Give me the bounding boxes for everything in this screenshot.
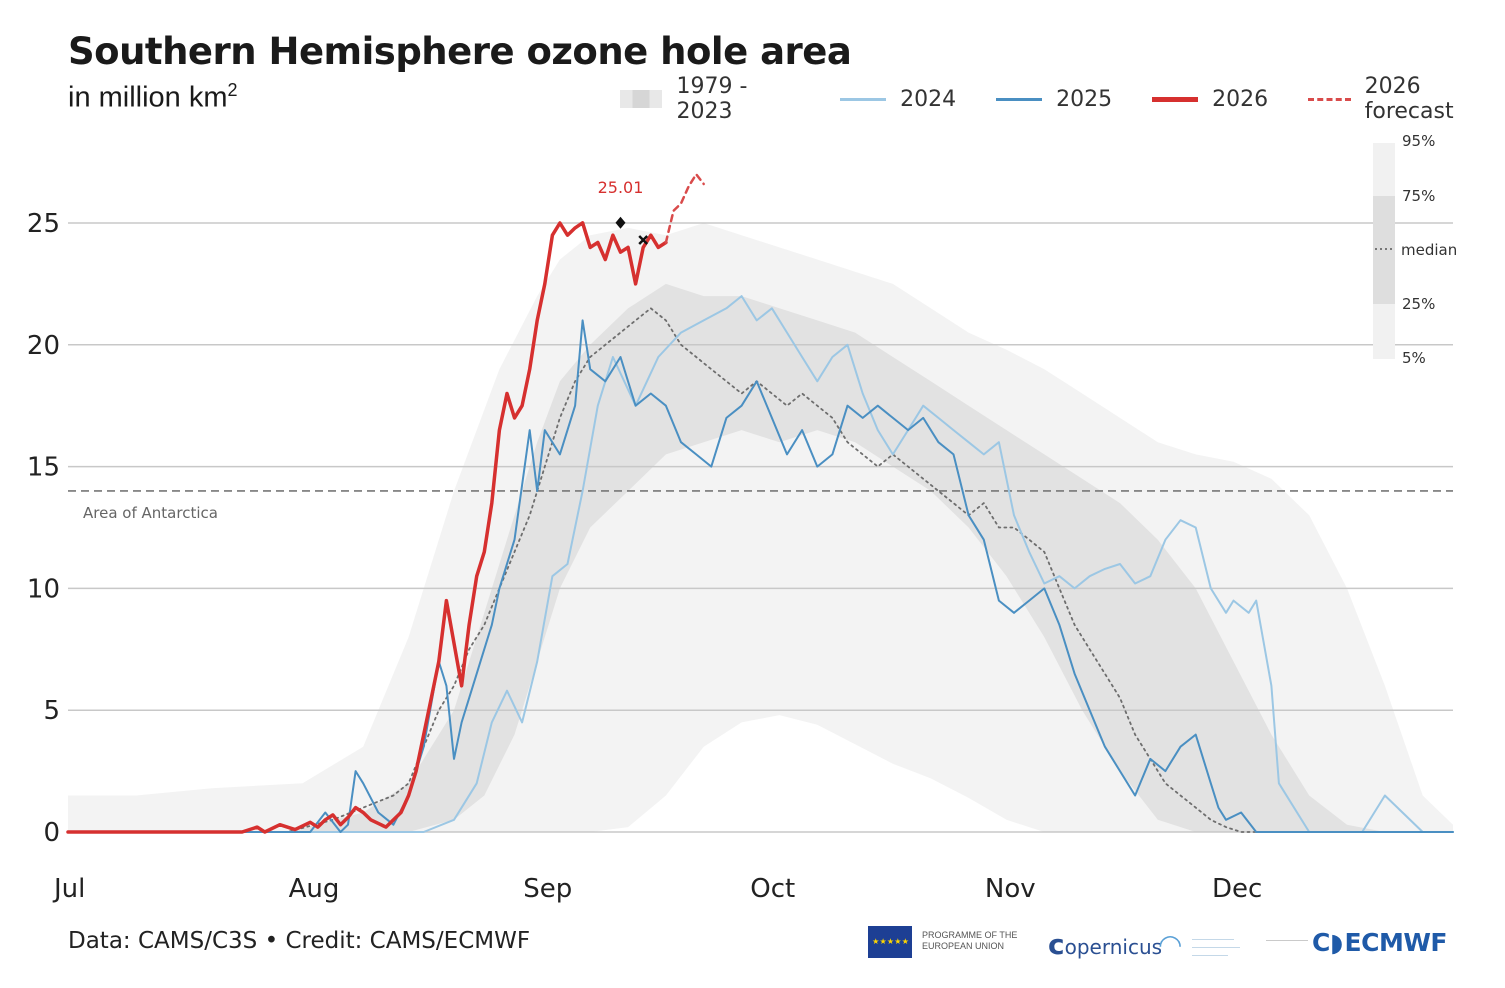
percentile-key-inner — [1373, 196, 1395, 304]
x-tick-label-oct: Oct — [750, 874, 795, 904]
series-line-forecast — [664, 173, 705, 244]
antarctica-reference-label: Area of Antarctica — [83, 504, 218, 522]
implemented-by-icon: ——————— — [1266, 938, 1308, 944]
y-tick-label-20: 20 — [27, 331, 60, 361]
percentile-key-label-1: 75% — [1402, 187, 1435, 205]
legend-label-2026-forecast: 2026 forecast — [1364, 74, 1454, 124]
legend-label-2026: 2026 — [1212, 86, 1269, 112]
legend-item-2026: 2026 — [1152, 87, 1268, 112]
legend-swatch-2026 — [1152, 96, 1199, 102]
legend-swatch-band — [620, 90, 663, 108]
y-tick-label-15: 15 — [27, 453, 60, 483]
data-credit: Data: CAMS/C3S • Credit: CAMS/ECMWF — [68, 928, 531, 954]
legend-swatch-2025 — [996, 97, 1043, 101]
chart-subtitle: in million km2 — [68, 80, 238, 115]
copernicus-c: c — [1048, 928, 1065, 961]
y-tick-label-5: 5 — [43, 696, 60, 726]
legend: 1979 - 2023 2024 2025 2026 2026 forecast — [620, 74, 1505, 124]
legend-item-2024: 2024 — [840, 87, 956, 112]
peak-marker-diamond — [615, 216, 626, 229]
x-tick-label-jul: Jul — [52, 874, 85, 904]
y-tick-label-10: 10 — [27, 574, 60, 604]
partner-logos: ★ ★ ★ ★ ★ PROGRAMME OF THE EUROPEAN UNIO… — [868, 924, 1448, 964]
series-line-median — [67, 307, 1295, 833]
legend-swatch-2024 — [840, 97, 887, 101]
series-line-y2024 — [67, 295, 1454, 833]
y-tick-label-25: 25 — [27, 209, 60, 239]
chart-title: Southern Hemisphere ozone hole area — [68, 30, 852, 73]
percentile-key-label-4: 5% — [1402, 349, 1426, 367]
forecast-start-marker-x — [638, 235, 649, 245]
subtitle-text: in million km — [68, 81, 228, 114]
x-tick-label-sep: Sep — [523, 874, 572, 904]
x-tick-label-nov: Nov — [985, 874, 1036, 904]
eu-programme-text: PROGRAMME OF THE EUROPEAN UNION — [922, 930, 1018, 951]
series-line-y2025 — [67, 319, 1454, 833]
copernicus-text: opernicus — [1064, 935, 1163, 959]
x-tick-label-aug: Aug — [289, 874, 340, 904]
legend-item-2025: 2025 — [996, 87, 1112, 112]
x-tick-label-dec: Dec — [1212, 874, 1262, 904]
legend-label-2024: 2024 — [900, 86, 957, 112]
subtitle-superscript: 2 — [227, 80, 238, 100]
copernicus-logo: copernicus — [1048, 928, 1162, 961]
peak-annotation-label: 25.01 — [598, 178, 644, 197]
legend-item-1979-2023: 1979 - 2023 — [620, 74, 800, 124]
eu-flag-icon: ★ ★ ★ ★ ★ — [868, 926, 912, 958]
legend-swatch-forecast — [1308, 97, 1351, 101]
ecmwf-mark-icon: C◗ — [1312, 928, 1343, 957]
y-tick-label-0: 0 — [43, 818, 60, 848]
percentile-key-label-2: median — [1401, 241, 1457, 259]
ecmwf-logo: C◗ECMWF — [1312, 928, 1448, 957]
legend-label-2025: 2025 — [1056, 86, 1113, 112]
percentile-key-label-3: 25% — [1402, 295, 1435, 313]
legend-label-1979-2023: 1979 - 2023 — [676, 74, 748, 124]
cams-logo-icon: ◠ ——————— ———————— —————— — [1158, 929, 1240, 960]
legend-item-2026-forecast: 2026 forecast — [1308, 74, 1505, 124]
band-25-75 — [68, 283, 1385, 832]
ecmwf-text: ECMWF — [1344, 928, 1448, 957]
series-line-y2026 — [66, 221, 668, 834]
percentile-key-label-0: 95% — [1402, 132, 1435, 150]
